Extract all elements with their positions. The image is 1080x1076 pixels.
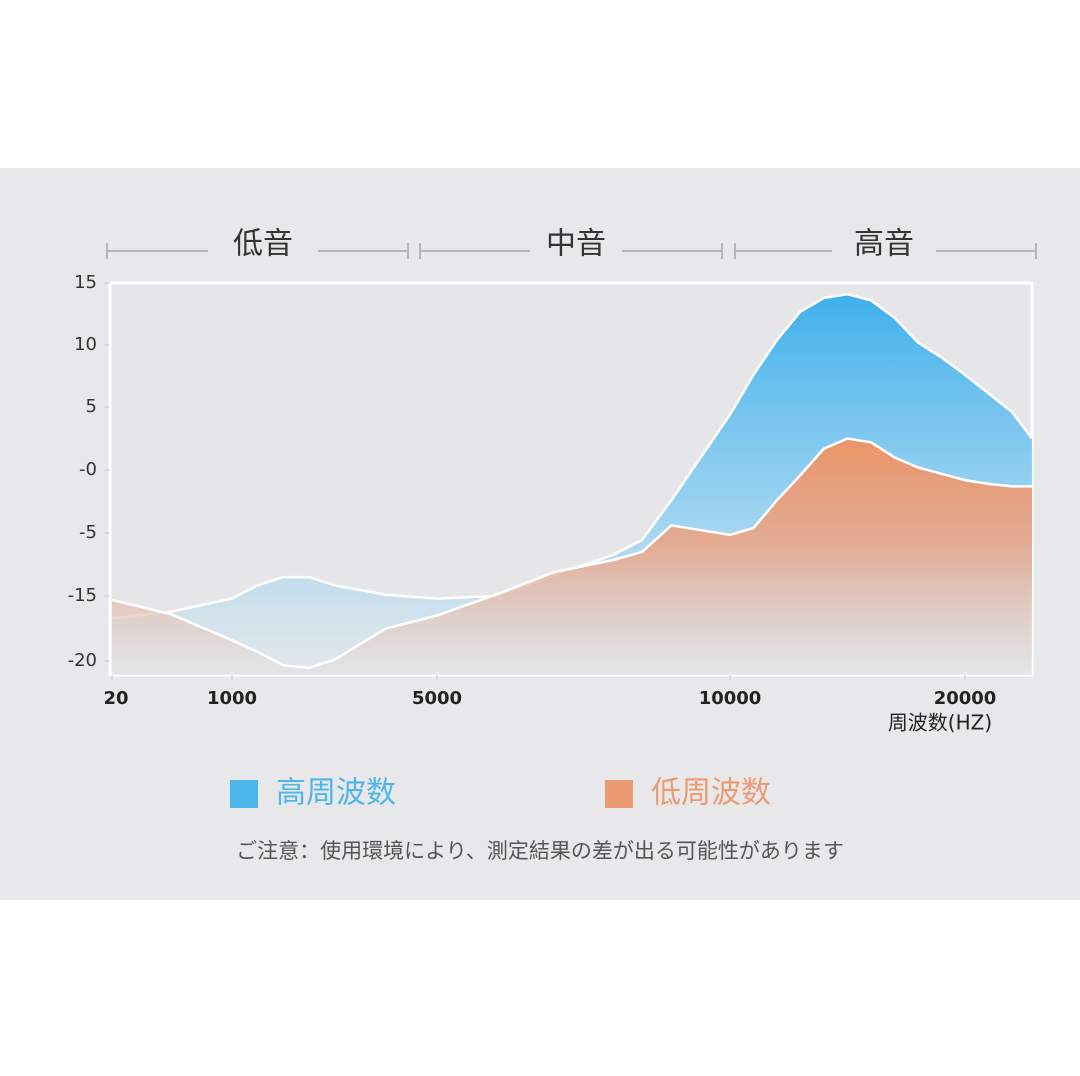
area (112, 438, 1032, 675)
y-tick-label: 5 (86, 396, 97, 417)
legend-swatch (230, 780, 258, 808)
y-tick-label: -15 (68, 585, 97, 606)
legend-swatch (605, 780, 633, 808)
x-tick-label: 20 (103, 688, 128, 709)
x-tick-label: 20000 (934, 688, 997, 709)
x-tick-label: 1000 (207, 688, 257, 709)
caption: ご注意：使用環境により、測定結果の差が出る可能性があります (236, 839, 844, 863)
area-outline (111, 437, 1032, 670)
y-tick-label: -0 (79, 459, 97, 480)
legend-label: 高周波数 (276, 776, 396, 811)
area-outline (111, 292, 1033, 620)
x-axis-label: 周波数(HZ) (888, 711, 992, 735)
x-tick-label: 5000 (412, 688, 462, 709)
legend-label: 低周波数 (651, 776, 771, 811)
y-tick-label: -5 (79, 522, 97, 543)
band-label: 高音 (854, 227, 914, 262)
y-tick-label: 10 (74, 334, 97, 355)
band-label: 中音 (546, 227, 606, 262)
y-tick-label: -20 (68, 650, 97, 671)
y-tick-label: 15 (74, 272, 97, 293)
x-tick-label: 10000 (699, 688, 762, 709)
band-label: 低音 (233, 227, 293, 262)
band-indicators (106, 243, 1037, 259)
